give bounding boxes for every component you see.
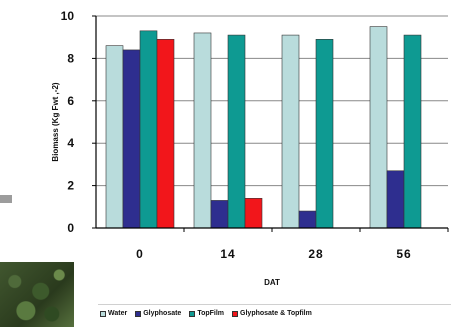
legend-item: Water [100,310,127,317]
legend-swatch [189,310,196,317]
bar-glyphosate-topfilm-0 [156,39,175,229]
y-tick-label: 2 [67,179,74,193]
legend-label: TopFilm [197,310,225,317]
bar-topfilm-14 [227,34,246,229]
legend-item: TopFilm [189,310,224,317]
x-tick-label: 14 [220,247,235,261]
legend-label: Glyphosate & Topfilm [240,310,312,317]
bar-water-14 [193,32,212,229]
y-tick-label: 10 [61,9,75,23]
bar-glyphosate-0 [122,49,141,229]
y-tick-label: 8 [67,51,74,65]
x-tick-label: 28 [308,247,323,261]
x-tick-label: 0 [136,247,144,261]
bar-glyphosate-28 [298,210,317,229]
bar-glyphosate-topfilm-14 [244,198,263,229]
legend-swatch [135,310,142,317]
y-tick-labels: 0 2 4 6 8 10 [61,9,96,235]
x-tick-label: 56 [396,247,411,261]
bar-water-28 [281,34,300,229]
legend-label: Glyphosate [143,310,182,317]
bar-topfilm-0 [139,30,158,229]
photo-fragment [0,195,12,203]
legend-swatch [100,310,106,317]
bar-chart: 0 2 4 6 8 10 0 14 28 56 Biomass (Kg Fwt ,-2) DAT [51,9,449,287]
legend-swatch [232,310,239,317]
legend: Water Glyphosate TopFilm Glyphosate & Topfi… [98,304,451,322]
y-tick-label: 4 [67,136,74,150]
x-axis-label: DAT [264,278,280,287]
plant-photo [0,262,74,327]
x-tick-labels: 0 14 28 56 [136,228,449,261]
bar-topfilm-28 [315,39,334,229]
bar-glyphosate-56 [386,170,405,229]
legend-item: Glyphosate [135,310,181,317]
bar-water-56 [369,26,388,229]
bar-topfilm-56 [403,34,422,229]
y-axis-label: Biomass (Kg Fwt ,-2) [51,82,60,161]
bars [105,26,422,229]
y-tick-label: 0 [67,221,74,235]
legend-item: Glyphosate & Topfilm [232,310,312,317]
legend-label: Water [108,310,128,317]
bar-glyphosate-14 [210,200,229,229]
y-tick-label: 6 [67,94,74,108]
bar-water-0 [105,45,124,229]
